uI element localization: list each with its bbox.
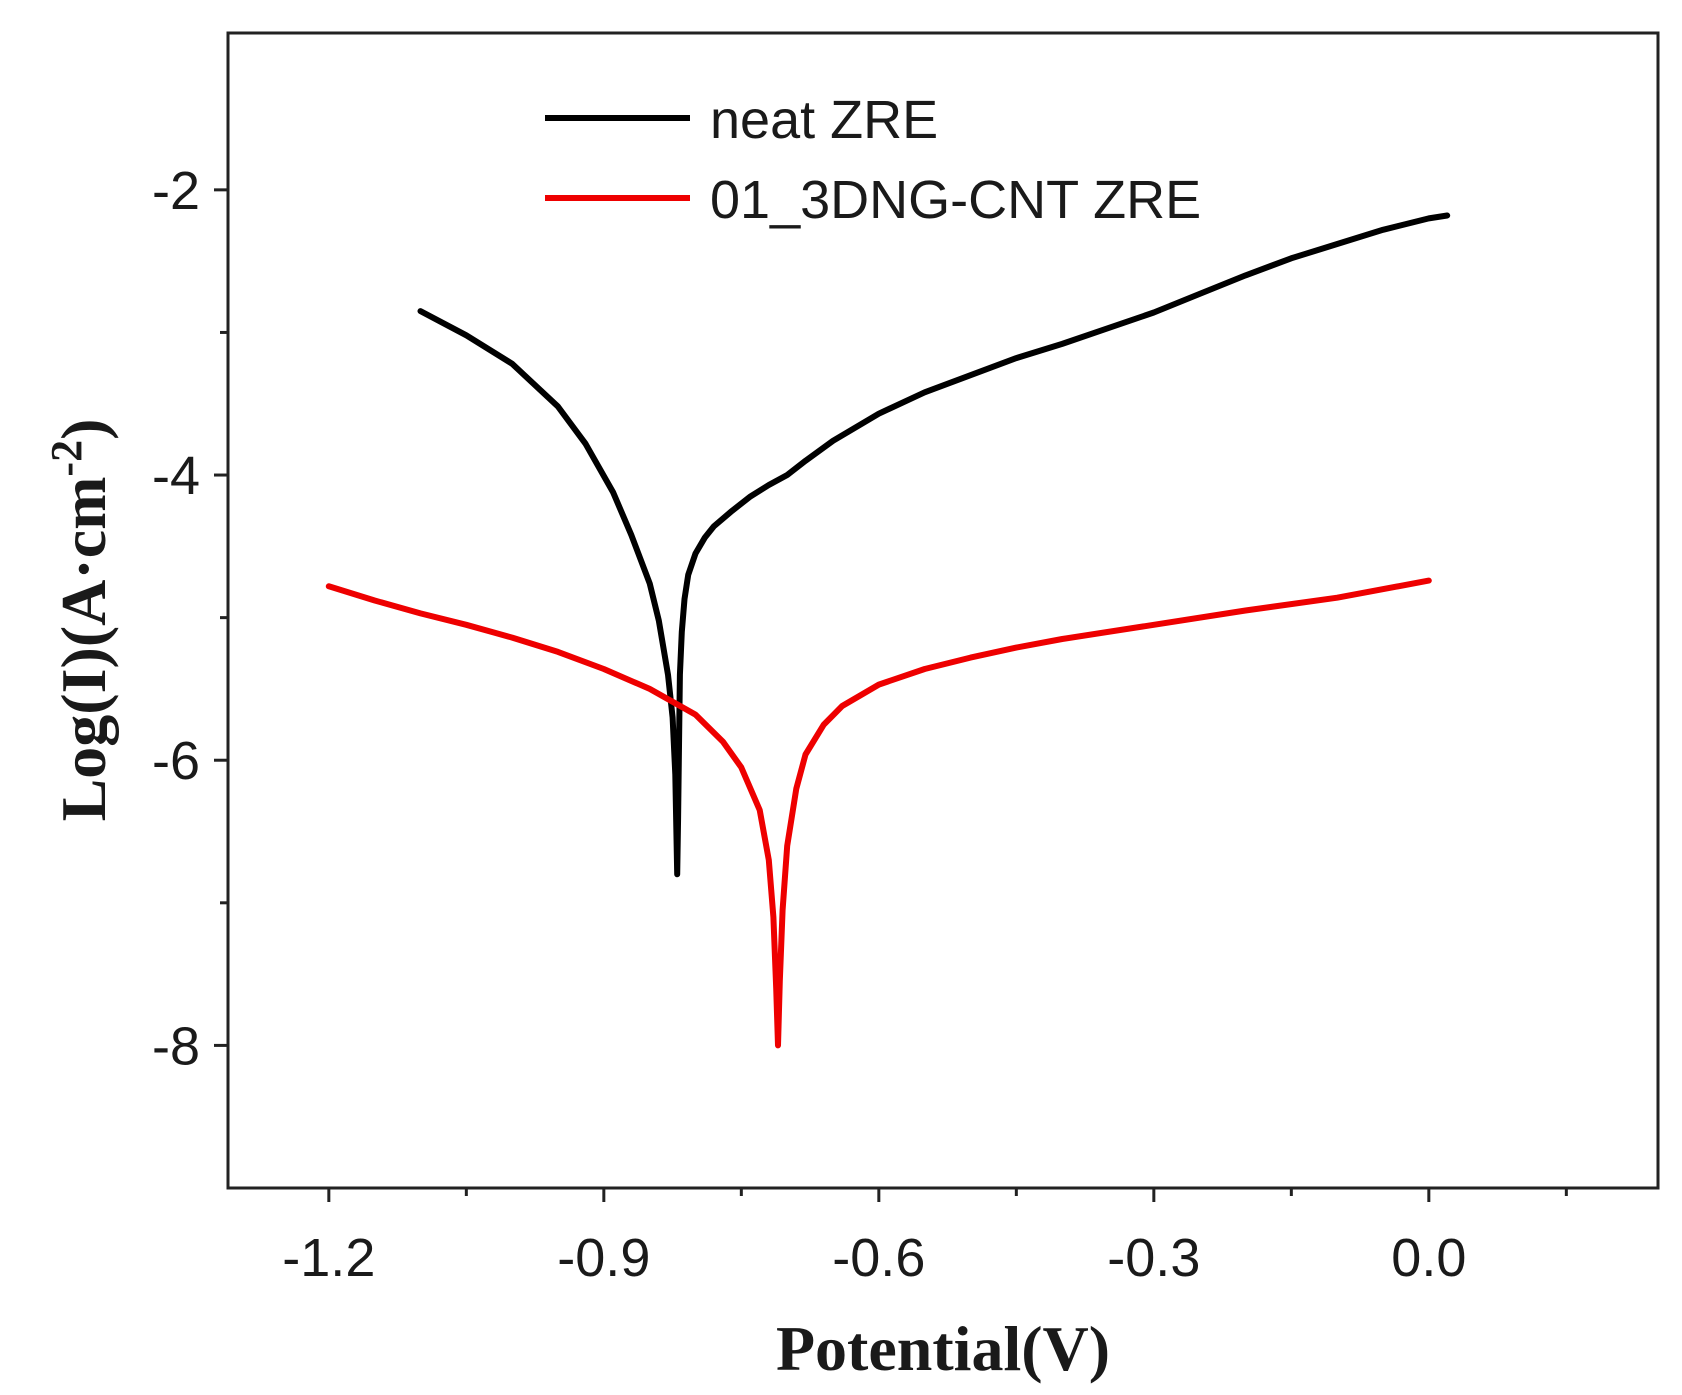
x-axis-title: Potential(V) bbox=[776, 1313, 1110, 1384]
x-tick-label: -0.9 bbox=[557, 1228, 650, 1288]
y-tick-label: -8 bbox=[152, 1016, 200, 1076]
y-tick-label: -2 bbox=[152, 161, 200, 221]
y-tick-label: -6 bbox=[152, 731, 200, 791]
plot-frame bbox=[226, 31, 1660, 1190]
y-tick-label: -4 bbox=[152, 446, 200, 506]
legend-label-neat-zre: neat ZRE bbox=[710, 90, 938, 150]
series-line-neat-zre bbox=[417, 212, 1451, 878]
y-axis-title-close: ) bbox=[48, 419, 119, 440]
x-tick-label: -1.2 bbox=[282, 1228, 375, 1288]
legend-label-3dng-cnt-zre: 01_3DNG-CNT ZRE bbox=[710, 170, 1201, 230]
series-line-3dng-cnt-zre bbox=[325, 577, 1432, 1049]
x-tick-label: 0.0 bbox=[1391, 1228, 1466, 1288]
x-tick-label: -0.6 bbox=[832, 1228, 925, 1288]
y-axis-title-exponent: -2 bbox=[42, 440, 91, 477]
series-layer bbox=[325, 212, 1451, 1049]
x-tick-label: -0.3 bbox=[1107, 1228, 1200, 1288]
y-axis-title: Log(I)(A·cm-2) bbox=[42, 419, 120, 822]
legend: neat ZRE 01_3DNG-CNT ZRE bbox=[545, 90, 1201, 230]
y-axis-title-main: Log(I)(A·cm bbox=[48, 477, 119, 822]
x-axis-ticks: -1.2 -0.9 -0.6 -0.3 0.0 bbox=[282, 1188, 1568, 1288]
y-axis-ticks: -2 -4 -6 -8 bbox=[152, 161, 228, 1076]
